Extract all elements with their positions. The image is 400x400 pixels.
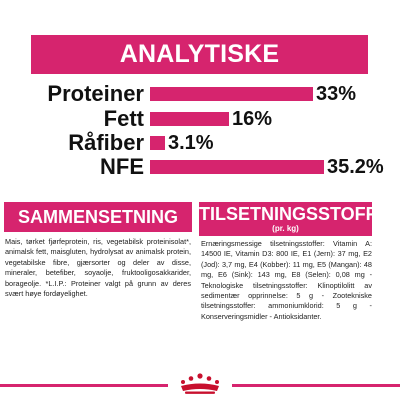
bar — [150, 87, 313, 101]
bar-row: Proteiner 33% — [0, 82, 400, 106]
bar-value-label: 33% — [316, 83, 357, 105]
footer-divider-left — [0, 384, 168, 387]
bar-row: NFE 35.2% — [0, 155, 400, 179]
tilsetningsstoffer-title: TILSETNINGSSTOFFER — [199, 204, 372, 224]
tilsetningsstoffer-text: Ernæringsmessige tilsetningsstoffer: Vit… — [201, 239, 372, 321]
bar-value-label: 35.2% — [327, 156, 384, 178]
bar-category-label: Råfiber — [68, 130, 144, 155]
tilsetningsstoffer-header: TILSETNINGSSTOFFER — [199, 202, 372, 236]
footer-divider-right — [232, 384, 400, 387]
bar — [150, 112, 229, 126]
sammensetning-title: SAMMENSETNING — [17, 207, 178, 227]
sammensetning-header: SAMMENSETNING — [4, 202, 192, 232]
bar-value-label: 3.1% — [168, 132, 214, 154]
bar-category-label: Proteiner — [47, 81, 144, 106]
bar-row: Råfiber 3.1% — [0, 131, 400, 155]
bar — [150, 136, 165, 150]
royal-canin-crown-icon — [181, 373, 219, 394]
bar-value-label: 16% — [232, 108, 273, 130]
section-title: ANALYTISKE BESTANDDELER — [31, 35, 368, 107]
sammensetning-text: Mais, tørket fjørfeprotein, ris, vegetab… — [5, 237, 191, 299]
bar-category-label: Fett — [103, 106, 144, 131]
tilsetningsstoffer-subtitle: (pr. kg) — [272, 224, 299, 233]
bar — [150, 160, 324, 174]
bar-category-label: NFE — [100, 154, 144, 179]
bar-row: Fett 16% — [0, 107, 400, 131]
